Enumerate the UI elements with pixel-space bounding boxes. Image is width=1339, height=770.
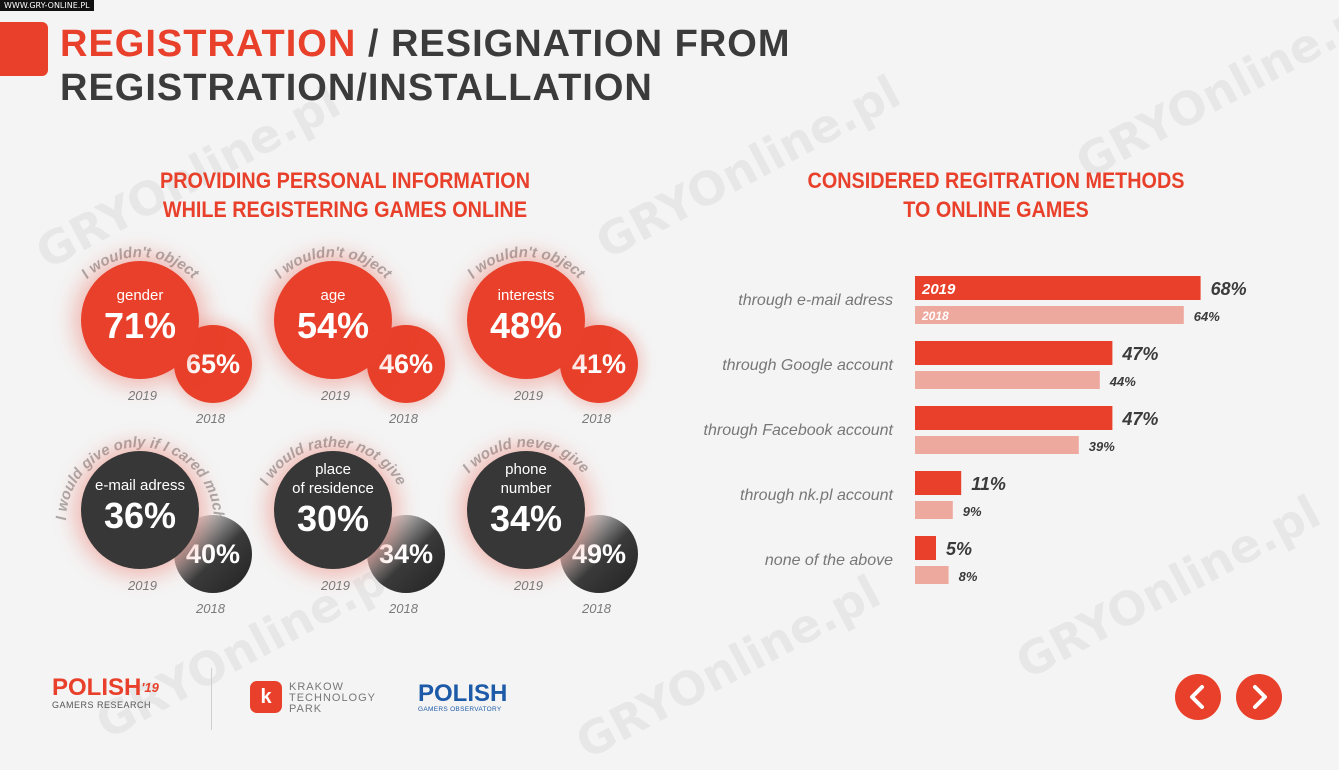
logo1-main: POLISH xyxy=(52,674,142,701)
bubble-label: interests xyxy=(497,287,555,304)
prev-slide-button[interactable] xyxy=(1175,674,1221,720)
category-label: through Facebook account xyxy=(704,422,894,439)
legend-2018: 2018 xyxy=(921,309,949,323)
bubble-label: place xyxy=(315,461,351,478)
bar-2018 xyxy=(915,436,1079,454)
bubble-year-2018: 2018 xyxy=(389,601,418,616)
bar-value-label: 9% xyxy=(963,504,982,519)
bubble-2019: age 54% xyxy=(274,261,392,379)
bubble-year-2018: 2018 xyxy=(582,601,611,616)
bubble-year-2019: 2019 xyxy=(321,578,350,593)
right-section-title-line2: TO ONLINE GAMES xyxy=(903,197,1089,222)
logo1-sup: '19 xyxy=(141,680,159,695)
logo2-line1: KRAKOW xyxy=(289,681,344,693)
site-tag: WWW.GRY-ONLINE.PL xyxy=(0,0,94,11)
bubble-year-2019: 2019 xyxy=(128,578,157,593)
krakow-technology-park-logo-icon: k xyxy=(250,681,282,713)
chevron-right-icon xyxy=(1253,685,1267,709)
bar-2019 xyxy=(915,341,1113,365)
bar-value-label: 64% xyxy=(1194,309,1220,324)
krakow-technology-park-logo-text: KRAKOW TECHNOLOGY PARK xyxy=(289,682,376,715)
bar-2018 xyxy=(915,566,949,584)
bubble-year-2019: 2019 xyxy=(514,388,543,403)
logo3-main: POLISH xyxy=(418,680,508,707)
category-label: through nk.pl account xyxy=(740,487,894,504)
right-section-title: CONSIDERED REGITRATION METHODS TO ONLINE… xyxy=(798,166,1194,224)
bubble-label: gender xyxy=(116,287,164,304)
bubble-2018-value: 65% xyxy=(174,325,252,403)
bar-2018 xyxy=(915,501,953,519)
left-section-title-line1: PROVIDING PERSONAL INFORMATION xyxy=(160,168,530,193)
logo2-line2: TECHNOLOGY xyxy=(289,692,377,704)
bar-value-label: 5% xyxy=(946,539,972,559)
registration-methods-chart: through e-mail adress 68% 2019 64% 2018 throu… xyxy=(704,276,1247,584)
legend-2019: 2019 xyxy=(921,281,956,298)
bubble-2019: e-mail adress 36% xyxy=(81,451,199,569)
bar-value-label: 47% xyxy=(1121,344,1158,364)
bubble-label: number xyxy=(500,480,552,497)
bar-2018 xyxy=(915,371,1100,389)
bar-value-label: 68% xyxy=(1211,279,1247,299)
bubble-2019-value: 71% xyxy=(103,305,177,346)
bubble-label: e-mail adress xyxy=(94,477,186,494)
category-label: none of the above xyxy=(765,552,893,569)
bubble-year-2018: 2018 xyxy=(389,411,418,426)
logo3-sub: GAMERS OBSERVATORY xyxy=(418,706,502,713)
bubble-2019-value: 54% xyxy=(296,305,370,346)
page-title: REGISTRATION / RESIGNATION FROM REGISTRA… xyxy=(60,22,960,110)
next-slide-button[interactable] xyxy=(1236,674,1282,720)
title-accent xyxy=(0,22,48,76)
page-title-highlight: REGISTRATION xyxy=(60,23,357,65)
bubble-2019: gender 71% xyxy=(81,261,199,379)
bubble-2019-value: 30% xyxy=(296,498,370,539)
page-title-rest: / RESIGNATION FROM REGISTRATION/INSTALLA… xyxy=(60,23,791,109)
polish-gamers-research-logo: POLISH'19 GAMERS RESEARCH xyxy=(52,674,159,711)
footer-divider xyxy=(211,668,212,730)
logo1-sub: GAMERS RESEARCH xyxy=(52,700,152,710)
bubble-year-2018: 2018 xyxy=(196,411,225,426)
category-label: through Google account xyxy=(722,357,893,374)
bubble-year-2018: 2018 xyxy=(582,411,611,426)
polish-gamers-observatory-logo: POLISH GAMERS OBSERVATORY xyxy=(418,680,508,714)
logo2-line3: PARK xyxy=(289,703,323,715)
bubble-label: of residence xyxy=(292,480,374,497)
bubble-year-2019: 2019 xyxy=(321,388,350,403)
bar-2019 xyxy=(915,406,1113,430)
bubble-2019-value: 48% xyxy=(489,305,563,346)
bar-2019 xyxy=(915,471,962,495)
bubble-2019-value: 36% xyxy=(103,495,177,536)
bar-2018 xyxy=(915,306,1184,324)
bubble-2019: interests 48% xyxy=(467,261,585,379)
category-label: through e-mail adress xyxy=(738,292,893,309)
bar-value-label: 11% xyxy=(971,474,1006,494)
bubble-year-2019: 2019 xyxy=(128,388,157,403)
bubble-label: age xyxy=(320,287,346,304)
bubble-year-2018: 2018 xyxy=(196,601,225,616)
bubble-2019-value: 34% xyxy=(489,498,563,539)
left-section-title-line2: WHILE REGISTERING GAMES ONLINE xyxy=(162,197,528,222)
bubble-2019: place of residence 30% xyxy=(274,451,392,569)
right-section-title-line1: CONSIDERED REGITRATION METHODS xyxy=(807,168,1185,193)
bar-2019 xyxy=(915,276,1201,300)
bubble-year-2019: 2019 xyxy=(514,578,543,593)
chevron-left-icon xyxy=(1190,685,1204,709)
bubble-label: phone xyxy=(505,461,547,478)
bar-value-label: 47% xyxy=(1121,409,1158,429)
bubble-2019: phone number 34% xyxy=(467,451,585,569)
watermark: GRYOnline.pl xyxy=(86,544,409,750)
bar-value-label: 39% xyxy=(1089,439,1115,454)
bar-2019 xyxy=(915,536,936,560)
left-section-title: PROVIDING PERSONAL INFORMATION WHILE REG… xyxy=(147,166,543,224)
bar-value-label: 8% xyxy=(959,569,978,584)
bar-value-label: 44% xyxy=(1109,374,1136,389)
watermark: GRYOnline.pl xyxy=(1066,0,1339,190)
